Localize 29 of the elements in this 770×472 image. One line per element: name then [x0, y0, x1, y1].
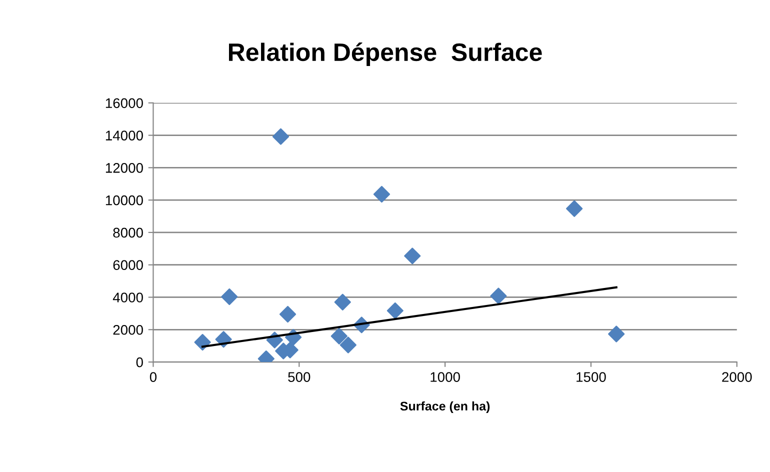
point [272, 128, 290, 145]
y-tick-label: 12000 [106, 163, 143, 173]
point [386, 302, 404, 319]
y-tick-label: 14000 [106, 130, 143, 140]
x-tick-label: 1000 [430, 372, 460, 382]
x-axis-title: Surface (en ha) [400, 401, 490, 414]
y-tick-label: 0 [136, 357, 143, 368]
point [490, 288, 507, 304]
point [340, 336, 356, 354]
y-tick-label: 6000 [113, 260, 143, 270]
point [221, 288, 238, 306]
y-tick-label: 2000 [113, 324, 143, 335]
point [608, 326, 625, 342]
y-tick-label: 16000 [106, 98, 143, 108]
y-tick-label: 4000 [112, 292, 143, 302]
point [330, 328, 348, 344]
x-tick-label: 1500 [576, 372, 606, 382]
point [194, 334, 211, 351]
point [373, 186, 390, 203]
point [566, 200, 583, 217]
x-tick-label: 2000 [722, 372, 752, 382]
y-tick-label: 8000 [113, 228, 143, 238]
point [334, 294, 351, 310]
x-tick-label: 0 [150, 372, 157, 382]
chart-title: Relation Dépense Surface [228, 42, 542, 66]
y-tick-label: 10000 [106, 195, 143, 206]
point [404, 248, 421, 264]
x-tick-label: 500 [288, 372, 310, 382]
point [279, 306, 296, 323]
